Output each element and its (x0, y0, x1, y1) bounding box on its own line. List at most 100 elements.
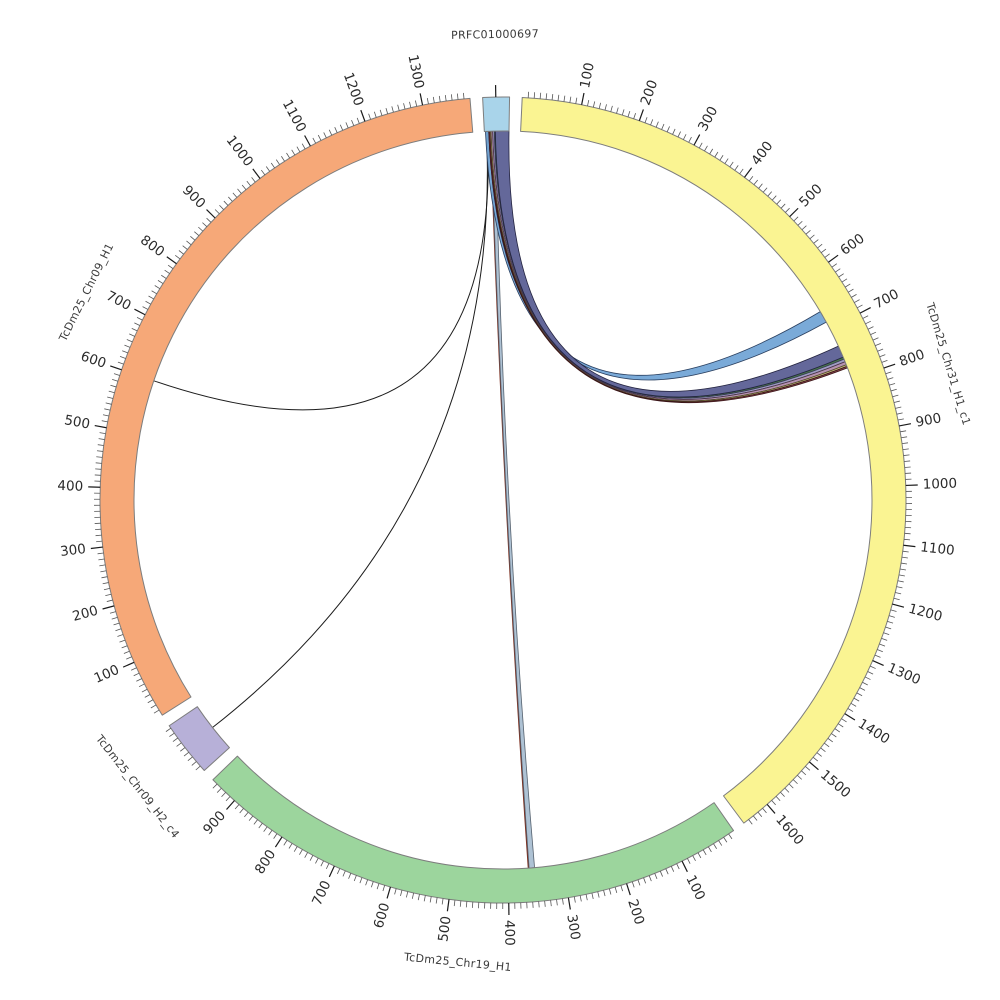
tick-minor-chr09h1 (241, 184, 247, 190)
tick-minor-chr31 (812, 756, 819, 762)
tick-minor-chr09h1 (115, 628, 122, 632)
tick-minor-chr09h1 (98, 438, 105, 440)
tick-major-chr31 (581, 92, 585, 105)
tick-minor-chr09h1 (206, 217, 212, 223)
tick-minor-chr31 (834, 728, 841, 733)
tick-major-chr19 (567, 897, 571, 910)
tick-major-chr09h1 (134, 308, 146, 316)
tick-major-chr31 (883, 363, 896, 369)
tick-minor-chr31 (666, 126, 670, 133)
tick-minor-chr19 (212, 783, 218, 789)
tick-label-chr31-600: 600 (837, 231, 867, 259)
tick-label-chr31-800: 800 (897, 346, 927, 370)
tick-minor-chr19 (687, 858, 691, 864)
tick-minor-chr31 (844, 283, 851, 288)
tick-label-chr31-900: 900 (914, 410, 942, 430)
tick-label-chr31-700: 700 (871, 286, 901, 312)
tick-minor-chr09h1 (232, 192, 238, 198)
ideogram-ring (99, 96, 907, 904)
tick-minor-chr31 (753, 815, 758, 821)
tick-minor-chr31 (870, 665, 876, 669)
tick-minor-chr31 (748, 175, 754, 182)
tick-minor-chr31 (719, 155, 724, 161)
tick-minor-chr31 (650, 119, 654, 126)
tick-minor-chr09h1 (317, 134, 322, 141)
tick-minor-chr31 (683, 134, 687, 140)
tick-minor-chr09h1 (126, 339, 133, 343)
tick-minor-chr31 (835, 268, 841, 273)
tick-minor-chr09h2 (165, 727, 172, 732)
tick-minor-chr19 (315, 857, 319, 864)
tick-minor-chr31 (809, 234, 815, 240)
tick-minor-chr19 (293, 846, 298, 852)
tick-minor-chr31 (827, 738, 834, 743)
tick-minor-chr31 (767, 191, 773, 197)
tick-minor-chr09h1 (154, 285, 161, 290)
tick-minor-chr19 (405, 891, 409, 898)
tick-minor-chr09h1 (450, 94, 453, 101)
tick-label-chr19-700: 700 (309, 878, 334, 908)
tick-minor-chr31 (688, 136, 692, 143)
tick-minor-chr09h1 (106, 599, 113, 602)
tick-minor-chr31 (784, 787, 790, 793)
tick-label-chr09h1-300: 300 (59, 541, 86, 560)
tick-minor-chr31 (870, 331, 877, 336)
tick-minor-chr31 (838, 273, 844, 278)
tick-minor-chr19 (614, 886, 618, 893)
tick-minor-chr09h1 (265, 166, 271, 172)
tick-label-chr31-1400: 1400 (855, 716, 893, 748)
tick-label-chr09h1-500: 500 (63, 412, 91, 432)
tick-minor-chr09h1 (345, 122, 349, 129)
tick-minor-chr19 (225, 796, 231, 802)
tick-major-chr19 (386, 886, 392, 899)
tick-major-chr31 (899, 423, 912, 427)
tick-minor-chr09h2 (187, 756, 193, 762)
tick-minor-chr31 (893, 400, 900, 403)
tick-minor-chr19 (597, 891, 600, 898)
tick-minor-chr09h1 (190, 235, 196, 241)
tick-minor-chr19 (591, 892, 594, 900)
tick-minor-chr19 (573, 896, 576, 903)
tick-minor-chr09h1 (281, 156, 285, 162)
tick-minor-chr09h1 (101, 420, 108, 423)
tick-label-chr19-500: 500 (435, 915, 454, 943)
tick-minor-chr09h2 (180, 747, 186, 752)
link-ribbon-lightblue (485, 130, 827, 381)
tick-major-chr31 (789, 207, 799, 218)
tick-minor-chr09h1 (134, 322, 140, 326)
tick-minor-chr09h1 (301, 143, 306, 150)
tick-minor-chr19 (556, 899, 558, 906)
tick-minor-chr09h1 (97, 552, 104, 555)
tick-minor-chr19 (309, 855, 314, 861)
tick-minor-chr31 (739, 168, 744, 175)
tick-label-chr19-100: 100 (682, 873, 708, 903)
tick-major-chr31 (892, 603, 905, 608)
tick-minor-chr19 (370, 881, 374, 888)
tick-minor-chr09h1 (175, 255, 181, 260)
tick-major-chr31 (828, 254, 839, 263)
tick-minor-chr19 (417, 894, 420, 901)
tick-minor-chr09h1 (275, 159, 280, 165)
tick-label-chr31-200: 200 (638, 78, 662, 108)
tick-minor-chr09h1 (373, 111, 377, 118)
tick-minor-chr09h1 (444, 95, 447, 102)
tick-minor-chr31 (592, 101, 596, 108)
tick-minor-chr31 (890, 388, 897, 392)
tick-minor-chr09h1 (438, 95, 441, 102)
tick-major-chr31 (808, 761, 819, 771)
tick-label-chr09h1-1200: 1200 (340, 70, 367, 108)
tick-minor-chr09h1 (129, 333, 135, 337)
tick-minor-chr31 (780, 203, 786, 209)
tick-minor-chr09h1 (150, 704, 157, 709)
tick-minor-chr31 (862, 681, 868, 686)
tick-minor-chr19 (400, 890, 403, 897)
tick-major-chr19 (626, 883, 631, 896)
tick-minor-chr31 (545, 93, 548, 100)
tick-minor-chr09h1 (153, 709, 160, 714)
tick-major-chr09h1 (122, 661, 135, 668)
tick-minor-chr09h1 (312, 137, 317, 144)
tick-minor-chr31 (616, 107, 619, 114)
tick-minor-chr09h1 (103, 588, 110, 591)
tick-minor-chr09h1 (403, 103, 406, 110)
tick-minor-chr09h1 (117, 634, 124, 637)
